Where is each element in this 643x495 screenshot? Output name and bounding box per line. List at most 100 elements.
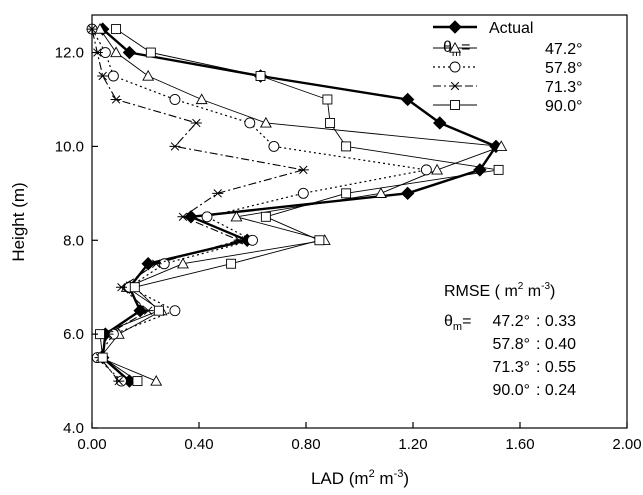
rmse-value-1: : 0.40 [536, 336, 576, 353]
series-2-point-7 [201, 211, 213, 223]
plot-area [86, 22, 508, 388]
series-2-point-13 [107, 70, 119, 82]
series-4-point-5 [226, 258, 237, 269]
series-0-point-5 [141, 257, 155, 271]
series-1-point-12 [195, 93, 208, 105]
y-tick-label-2: 8.0 [63, 232, 84, 249]
series-1-point-10 [495, 140, 508, 152]
legend-marker-4 [450, 100, 460, 110]
x-tick-label-4: 1.60 [505, 436, 534, 453]
series-0-point-12 [400, 92, 415, 107]
series-3-point-11 [190, 118, 202, 128]
series-4-point-3 [153, 305, 164, 316]
series-3-point-8 [212, 189, 224, 198]
series-2-point-8 [297, 187, 309, 199]
x-tick-label-5: 2.00 [612, 436, 641, 453]
rmse-value-2: : 0.55 [536, 359, 576, 376]
legend-label-2: 57.8° [545, 60, 583, 77]
rmse-value-3: : 0.24 [536, 382, 576, 399]
series-3-point-7 [177, 212, 189, 222]
series-4-point-12 [322, 94, 333, 105]
x-axis-label: LAD (m2 m-3) [311, 468, 409, 488]
series-2-point-9 [420, 164, 432, 176]
rmse-theta-symbol: θm= [444, 313, 471, 333]
series-4-point-1 [97, 352, 108, 363]
x-tick-label-0: 0.00 [77, 436, 106, 453]
y-tick-label-3: 10.0 [55, 138, 84, 155]
series-4-point-4 [129, 282, 140, 293]
rmse-angle-1: 57.8° [492, 336, 530, 353]
x-tick-label-2: 0.80 [291, 436, 320, 453]
legend-label-0: Actual [489, 20, 533, 37]
series-0-point-14 [122, 45, 137, 60]
series-3 [86, 24, 309, 386]
series-1-point-0 [150, 374, 163, 386]
rmse-value-0: : 0.33 [536, 313, 576, 330]
series-4-point-13 [255, 71, 266, 81]
series-3-point-9 [297, 165, 309, 175]
rmse-annotation: RMSE ( m2 m-3) θm= 47.2° : 0.33 57.8° : 0.4… [444, 281, 576, 399]
series-1-point-9 [431, 163, 444, 175]
series-2-point-3 [169, 305, 181, 317]
y-tick-label-0: 4.0 [63, 420, 84, 437]
series-4-point-6 [314, 235, 325, 246]
series-line-3 [91, 28, 304, 382]
series-0-point-8 [400, 186, 415, 201]
series-4-point-11 [325, 117, 336, 128]
plot-frame [91, 14, 628, 429]
series-4-point-8 [341, 188, 352, 199]
series-3-point-13 [97, 71, 109, 81]
legend-label-3: 71.3° [545, 79, 583, 96]
series-line-2 [91, 28, 427, 382]
rmse-angle-3: 90.0° [492, 382, 530, 399]
series-2-point-6 [247, 234, 258, 246]
series-1-point-7 [230, 210, 243, 222]
x-tick-label-3: 1.20 [398, 436, 427, 453]
series-3-point-4 [115, 283, 127, 292]
series-3-point-0 [113, 376, 125, 386]
legend-marker-3 [449, 81, 461, 91]
series-1-point-8 [374, 187, 387, 198]
rmse-title: RMSE ( m2 m-3) [444, 281, 555, 300]
series-1-point-11 [259, 116, 272, 128]
rmse-angle-2: 71.3° [492, 359, 530, 376]
series-3-point-12 [110, 95, 122, 104]
series-2-point-12 [169, 94, 181, 105]
series-line-4 [99, 28, 500, 382]
series-1-point-13 [142, 69, 155, 81]
series-4-point-7 [260, 211, 271, 222]
legend: θm= Actual 47.2° 57.8° 71.3° 90.0° [433, 20, 583, 115]
series-4-point-0 [132, 376, 143, 387]
series-0-point-11 [433, 116, 447, 130]
legend-label-4: 90.0° [545, 98, 583, 115]
series-line-0 [101, 28, 498, 383]
series-4-point-15 [111, 24, 122, 35]
y-tick-label-1: 6.0 [63, 326, 84, 343]
legend-label-1: 47.2° [545, 41, 583, 58]
series-0-point-3 [133, 303, 147, 318]
series-4 [95, 24, 504, 387]
series-4-point-14 [145, 47, 156, 58]
legend-marker-0 [448, 20, 462, 34]
y-axis-label: Height (m) [9, 182, 28, 261]
series-3-point-5 [150, 259, 162, 268]
rmse-rows: 47.2° : 0.33 57.8° : 0.40 71.3° : 0.55 90.0° : … [492, 313, 576, 399]
series-1-point-14 [110, 46, 123, 58]
y-tick-label-4: 12.0 [55, 45, 84, 62]
legend-marker-2 [449, 61, 461, 73]
series-3-point-3 [142, 306, 154, 315]
series-2-point-11 [244, 117, 256, 129]
series-3-point-6 [233, 236, 245, 245]
legend-theta-symbol: θm= [443, 39, 470, 59]
rmse-angle-0: 47.2° [492, 313, 530, 330]
series-1-point-5 [176, 257, 189, 269]
axis-ticks: 0.00 0.40 0.80 1.20 1.60 2.00 4.0 6.0 8.0 10.0 12.… [55, 45, 642, 453]
series-0 [95, 22, 503, 388]
series-4-point-10 [341, 141, 352, 152]
series-2-point-10 [268, 140, 280, 152]
series-line-1 [99, 28, 502, 382]
legend-marker-1 [449, 41, 461, 53]
x-tick-label-1: 0.40 [184, 436, 213, 453]
series-3-point-10 [169, 142, 181, 151]
